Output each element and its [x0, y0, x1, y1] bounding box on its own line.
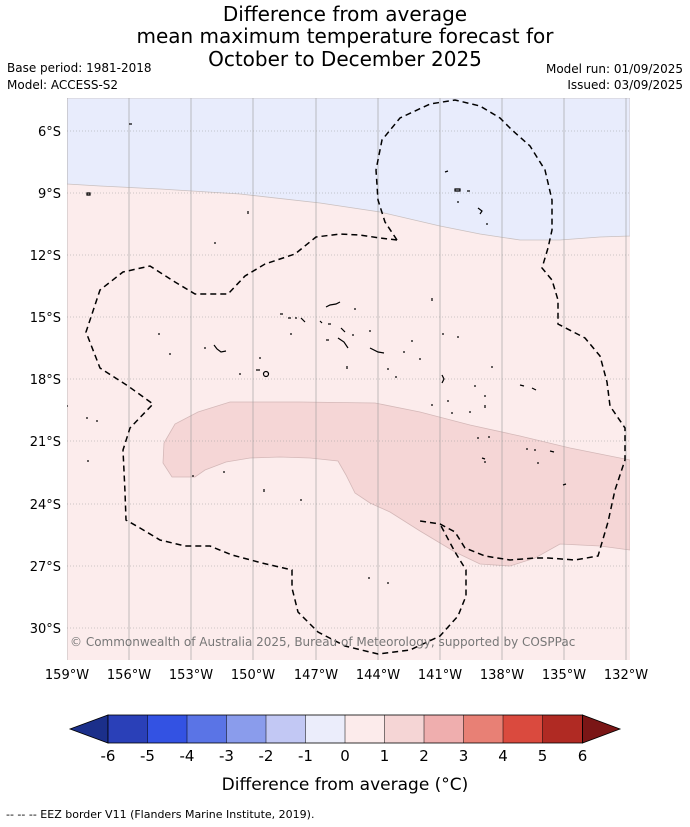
- colorbar-swatch: [226, 715, 266, 743]
- eez-border-cook-islands: [375, 99, 626, 561]
- lon-tick: 141°W: [418, 668, 462, 683]
- lat-tick: 18°S: [30, 373, 61, 388]
- colorbar-label: -1: [298, 747, 313, 765]
- lon-tick: 153°W: [169, 668, 213, 683]
- islands: [67, 123, 567, 584]
- colorbar-right-arrow: [582, 714, 622, 744]
- colorbar-label: 4: [498, 747, 508, 765]
- lat-tick: 12°S: [30, 249, 61, 264]
- lat-tick: 21°S: [30, 435, 61, 450]
- copyright-text: © Commonwealth of Australia 2025, Bureau…: [70, 635, 575, 649]
- lat-tick: 27°S: [30, 560, 61, 575]
- lat-tick: 30°S: [30, 622, 61, 637]
- colorbar-label: 2: [419, 747, 429, 765]
- lon-tick: 156°W: [107, 668, 151, 683]
- lon-tick: 138°W: [480, 668, 524, 683]
- map-area: © Commonwealth of Australia 2025, Bureau…: [67, 98, 630, 660]
- lon-tick: 150°W: [231, 668, 275, 683]
- colorbar-left-arrow: [68, 714, 109, 744]
- lon-tick: 132°W: [604, 668, 648, 683]
- model-label: Model: ACCESS-S2: [7, 78, 119, 92]
- colorbar-swatch: [345, 715, 385, 743]
- colorbar-label: -3: [219, 747, 234, 765]
- colorbar-label: -4: [180, 747, 195, 765]
- colorbar-label: 5: [538, 747, 548, 765]
- colorbar-label: 1: [380, 747, 390, 765]
- colorbar: -6 -5 -4 -3 -2 -1 0 1 2 3 4 5 6 Differen…: [68, 714, 622, 795]
- anomaly-1-to-2-region: [162, 401, 630, 567]
- colorbar-swatch: [108, 715, 148, 743]
- colorbar-label: -6: [101, 747, 116, 765]
- lon-tick: 144°W: [356, 668, 400, 683]
- colorbar-swatch: [542, 715, 583, 743]
- lon-tick: 135°W: [542, 668, 586, 683]
- longitude-axis: 159°W 156°W 153°W 150°W 147°W 144°W 141°…: [45, 668, 648, 683]
- colorbar-swatch: [187, 715, 227, 743]
- latitude-axis: 6°S 9°S 12°S 15°S 18°S 21°S 24°S 27°S 30…: [30, 125, 61, 637]
- eez-border-french-polynesia: [85, 233, 467, 655]
- lat-tick: 6°S: [38, 125, 61, 140]
- colorbar-swatch: [424, 715, 464, 743]
- colorbar-title: Difference from average (°C): [222, 775, 469, 795]
- title-line-1: Difference from average: [222, 2, 468, 26]
- lon-tick: 159°W: [45, 668, 89, 683]
- colorbar-label: -2: [259, 747, 274, 765]
- colorbar-label: -5: [140, 747, 155, 765]
- colorbar-swatch: [147, 715, 187, 743]
- lat-tick: 9°S: [38, 187, 61, 202]
- gridlines: [67, 98, 630, 660]
- colorbar-swatch: [463, 715, 503, 743]
- model-run-label: Model run: 01/09/2025: [545, 62, 683, 76]
- lat-tick: 24°S: [30, 498, 61, 513]
- lon-tick: 147°W: [294, 668, 338, 683]
- issued-label: Issued: 03/09/2025: [567, 78, 683, 92]
- title-line-3: October to December 2025: [208, 47, 482, 71]
- base-period-label: Base period: 1981-2018: [7, 61, 152, 75]
- colorbar-label: 6: [578, 747, 588, 765]
- eez-footnote: -- -- -- EEZ border V11 (Flanders Marine…: [6, 808, 315, 821]
- colorbar-swatch: [503, 715, 543, 743]
- title-line-2: mean maximum temperature forecast for: [136, 24, 554, 48]
- lat-tick: 15°S: [30, 311, 61, 326]
- colorbar-label: 3: [459, 747, 469, 765]
- colorbar-swatch: [305, 715, 345, 743]
- colorbar-label: 0: [340, 747, 350, 765]
- colorbar-swatch: [266, 715, 306, 743]
- colorbar-swatch: [384, 715, 424, 743]
